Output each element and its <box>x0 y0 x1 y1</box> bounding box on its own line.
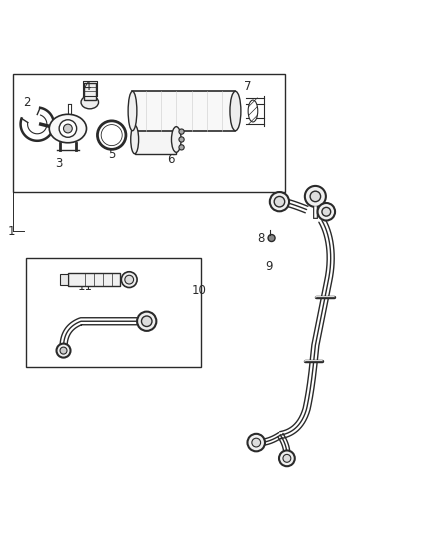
Circle shape <box>60 347 67 354</box>
Circle shape <box>268 235 275 241</box>
Circle shape <box>247 434 265 451</box>
Text: 10: 10 <box>192 284 207 297</box>
Circle shape <box>57 344 71 358</box>
Text: 11: 11 <box>78 280 93 293</box>
Text: 4: 4 <box>84 80 92 93</box>
Text: 3: 3 <box>56 157 63 170</box>
Bar <box>13 74 285 192</box>
Ellipse shape <box>49 114 86 143</box>
Circle shape <box>64 124 72 133</box>
Ellipse shape <box>171 127 181 152</box>
Text: 2: 2 <box>23 96 31 109</box>
Circle shape <box>179 137 184 142</box>
Bar <box>60 274 68 285</box>
Circle shape <box>125 275 134 284</box>
Text: 5: 5 <box>108 148 115 161</box>
Circle shape <box>137 312 156 331</box>
Text: 8: 8 <box>257 231 264 245</box>
Circle shape <box>252 438 261 447</box>
Ellipse shape <box>97 121 126 149</box>
Circle shape <box>121 272 137 287</box>
Text: 7: 7 <box>244 80 251 93</box>
Circle shape <box>59 120 77 138</box>
Bar <box>68 273 120 286</box>
Text: 6: 6 <box>167 152 175 166</box>
Circle shape <box>179 145 184 150</box>
Text: 1: 1 <box>7 225 15 238</box>
Circle shape <box>322 207 331 216</box>
Circle shape <box>279 450 295 466</box>
Ellipse shape <box>128 91 137 131</box>
Circle shape <box>283 455 291 462</box>
Ellipse shape <box>248 100 258 122</box>
Ellipse shape <box>81 96 99 109</box>
Ellipse shape <box>101 125 122 146</box>
Circle shape <box>274 197 285 207</box>
Bar <box>26 258 201 367</box>
Circle shape <box>141 316 152 327</box>
Ellipse shape <box>230 91 241 131</box>
Circle shape <box>310 191 321 201</box>
Bar <box>84 83 96 100</box>
Circle shape <box>179 129 184 134</box>
Circle shape <box>318 203 335 221</box>
Ellipse shape <box>131 125 138 154</box>
Circle shape <box>270 192 289 211</box>
Bar <box>132 91 236 131</box>
Bar <box>135 125 176 154</box>
Text: 9: 9 <box>265 260 273 273</box>
Circle shape <box>305 186 326 207</box>
